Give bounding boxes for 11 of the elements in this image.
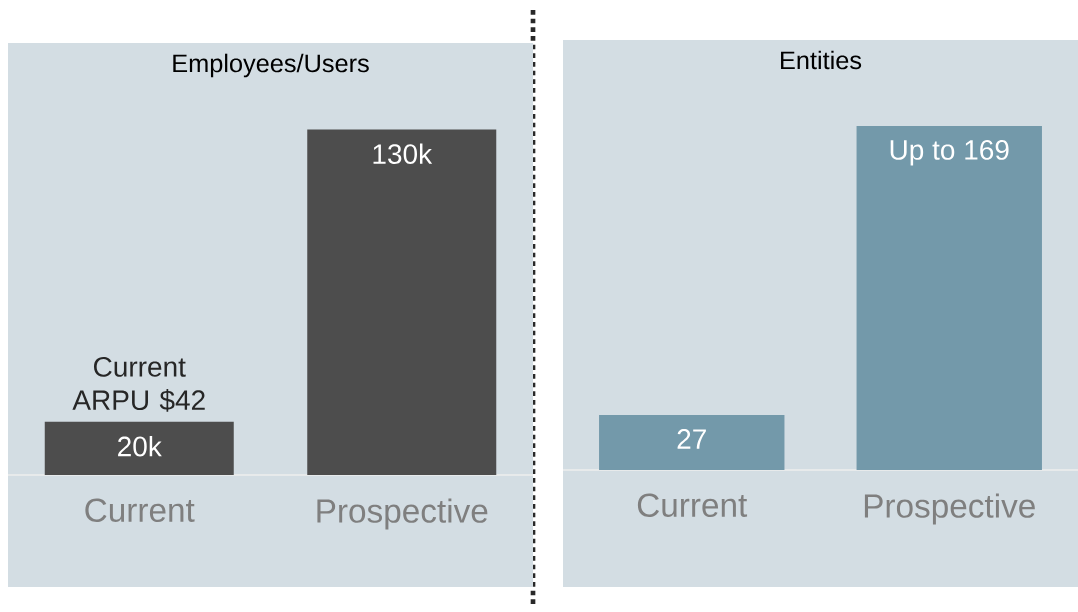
x-tick-label: Prospective [317,498,488,530]
data-label: 27 [677,429,706,449]
data-label: 130k [373,143,433,165]
chart-title: Entities [781,50,862,70]
annotation: Current ARPU $42 [72,356,205,412]
x-tick-label: Current [85,498,195,522]
x-tick-label: Current [637,493,748,517]
chart-title: Employees/Users [173,53,369,78]
data-label: 20k [118,435,162,457]
x-tick-label: Prospective [864,493,1035,525]
data-label: Up to 169 [890,140,1009,166]
